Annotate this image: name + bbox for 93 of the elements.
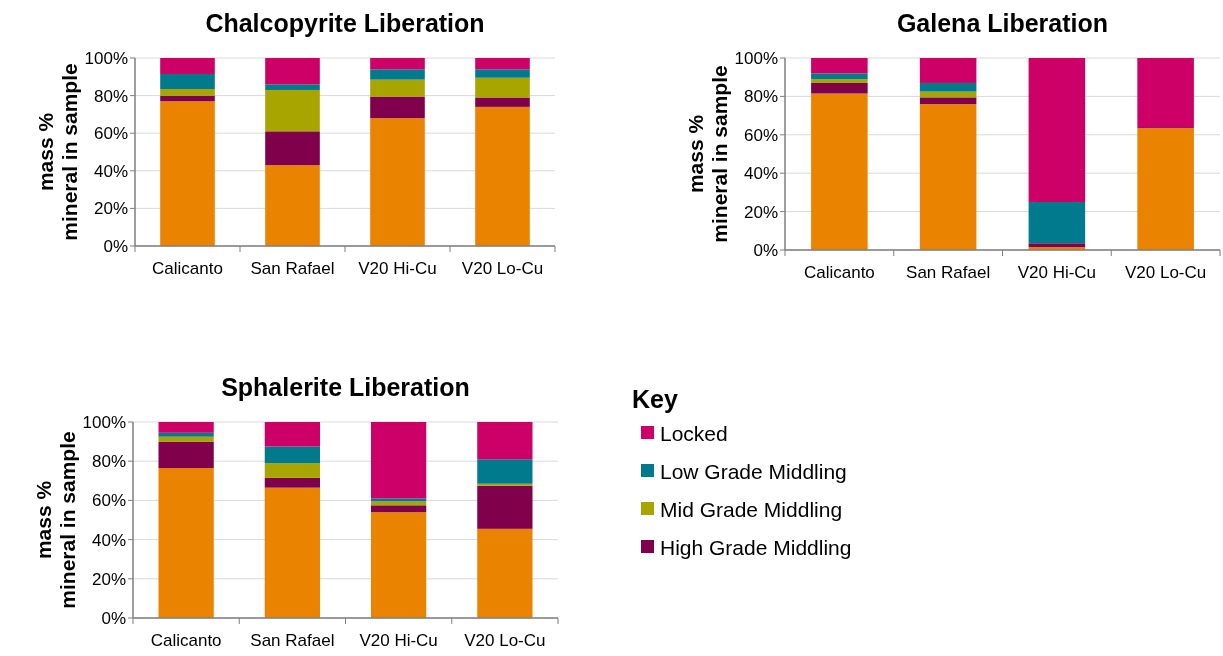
bar <box>919 104 977 250</box>
x-tick-label: Calicanto <box>152 259 223 278</box>
bar <box>371 498 427 502</box>
y-tick-label: 20% <box>91 569 126 589</box>
y-axis-title: mass % mineral in sample <box>684 65 731 243</box>
y-axis-title: mass % mineral in sample <box>32 431 79 609</box>
y-tick-label: 60% <box>91 491 126 511</box>
bar <box>265 84 320 90</box>
bar <box>160 73 215 90</box>
bar <box>370 58 425 70</box>
bar <box>264 477 320 488</box>
y-tick-label: 80% <box>91 452 126 472</box>
x-tick-label: V20 Hi-Cu <box>1017 263 1097 282</box>
y-tick-label: 100% <box>734 48 778 68</box>
legend-title: Key <box>632 385 678 413</box>
bar <box>811 93 868 250</box>
bar <box>371 512 427 618</box>
bar <box>265 131 320 166</box>
bar <box>371 422 427 499</box>
bar <box>158 441 214 469</box>
x-tick-label: Calicanto <box>150 631 222 650</box>
bar <box>811 79 868 83</box>
bar <box>158 422 214 433</box>
x-tick-label: San Rafael <box>250 631 335 650</box>
legend-label: Mid Grade Middling <box>660 498 843 522</box>
bar <box>1137 128 1194 250</box>
legend-label: Locked <box>660 422 728 446</box>
bar <box>158 436 214 442</box>
bar <box>811 82 868 94</box>
y-tick-label: 40% <box>743 164 778 184</box>
y-tick-label: 20% <box>743 202 778 222</box>
bar <box>264 463 320 478</box>
y-tick-label: 0% <box>103 236 128 256</box>
legend-label: Low Grade Middling <box>660 460 847 484</box>
bar <box>160 58 215 74</box>
bar <box>264 422 320 447</box>
chart-title: Galena Liberation <box>896 9 1109 37</box>
bar <box>919 58 977 83</box>
bar <box>919 97 977 105</box>
bar <box>158 468 214 618</box>
bar <box>477 485 533 529</box>
x-tick-label: V20 Hi-Cu <box>358 259 437 278</box>
y-tick-label: 0% <box>753 240 778 260</box>
bar <box>370 69 425 80</box>
bar <box>475 97 530 107</box>
x-tick-label: San Rafael <box>250 259 335 278</box>
y-axis-title: mass % mineral in sample <box>34 63 81 241</box>
bar <box>265 58 320 85</box>
y-tick-label: 40% <box>93 161 128 181</box>
bar <box>371 501 427 506</box>
y-tick-label: 0% <box>101 608 126 628</box>
y-tick-label: 60% <box>743 125 778 145</box>
bar <box>264 487 320 618</box>
bar <box>265 165 320 246</box>
x-tick-label: San Rafael <box>906 263 991 282</box>
bar <box>919 82 977 92</box>
bar <box>477 422 533 460</box>
y-tick-label: 40% <box>91 530 126 550</box>
bar <box>371 505 427 513</box>
bar <box>370 118 425 246</box>
bar <box>265 89 320 132</box>
bar <box>264 446 320 464</box>
x-tick-label: V20 Hi-Cu <box>359 631 438 650</box>
x-tick-label: Calicanto <box>803 263 875 282</box>
bar <box>1028 202 1086 244</box>
y-tick-label: 100% <box>82 412 126 432</box>
y-tick-label: 20% <box>93 199 128 219</box>
bar <box>477 528 533 618</box>
y-tick-label: 60% <box>93 124 128 144</box>
chart-title: Sphalerite Liberation <box>221 373 470 401</box>
y-tick-label: 80% <box>93 86 128 106</box>
y-tick-label: 100% <box>84 48 128 68</box>
bar <box>475 106 530 246</box>
bar <box>477 459 533 484</box>
bar <box>1137 58 1194 128</box>
x-tick-label: V20 Lo-Cu <box>461 259 544 278</box>
bar <box>1028 243 1086 248</box>
bar <box>370 79 425 97</box>
bar <box>160 89 215 96</box>
x-tick-label: V20 Lo-Cu <box>1124 263 1207 282</box>
chart-title: Chalcopyrite Liberation <box>205 9 485 37</box>
bar <box>475 77 530 98</box>
x-tick-label: V20 Lo-Cu <box>464 631 546 650</box>
bar <box>370 96 425 119</box>
bar <box>160 101 215 246</box>
bar <box>811 73 868 80</box>
bar <box>158 432 214 437</box>
bar <box>811 58 868 74</box>
y-tick-label: 80% <box>743 87 778 107</box>
bar <box>1028 58 1086 202</box>
legend-label: High Grade Middling <box>660 536 852 560</box>
bar <box>475 69 530 78</box>
bar <box>475 58 530 70</box>
